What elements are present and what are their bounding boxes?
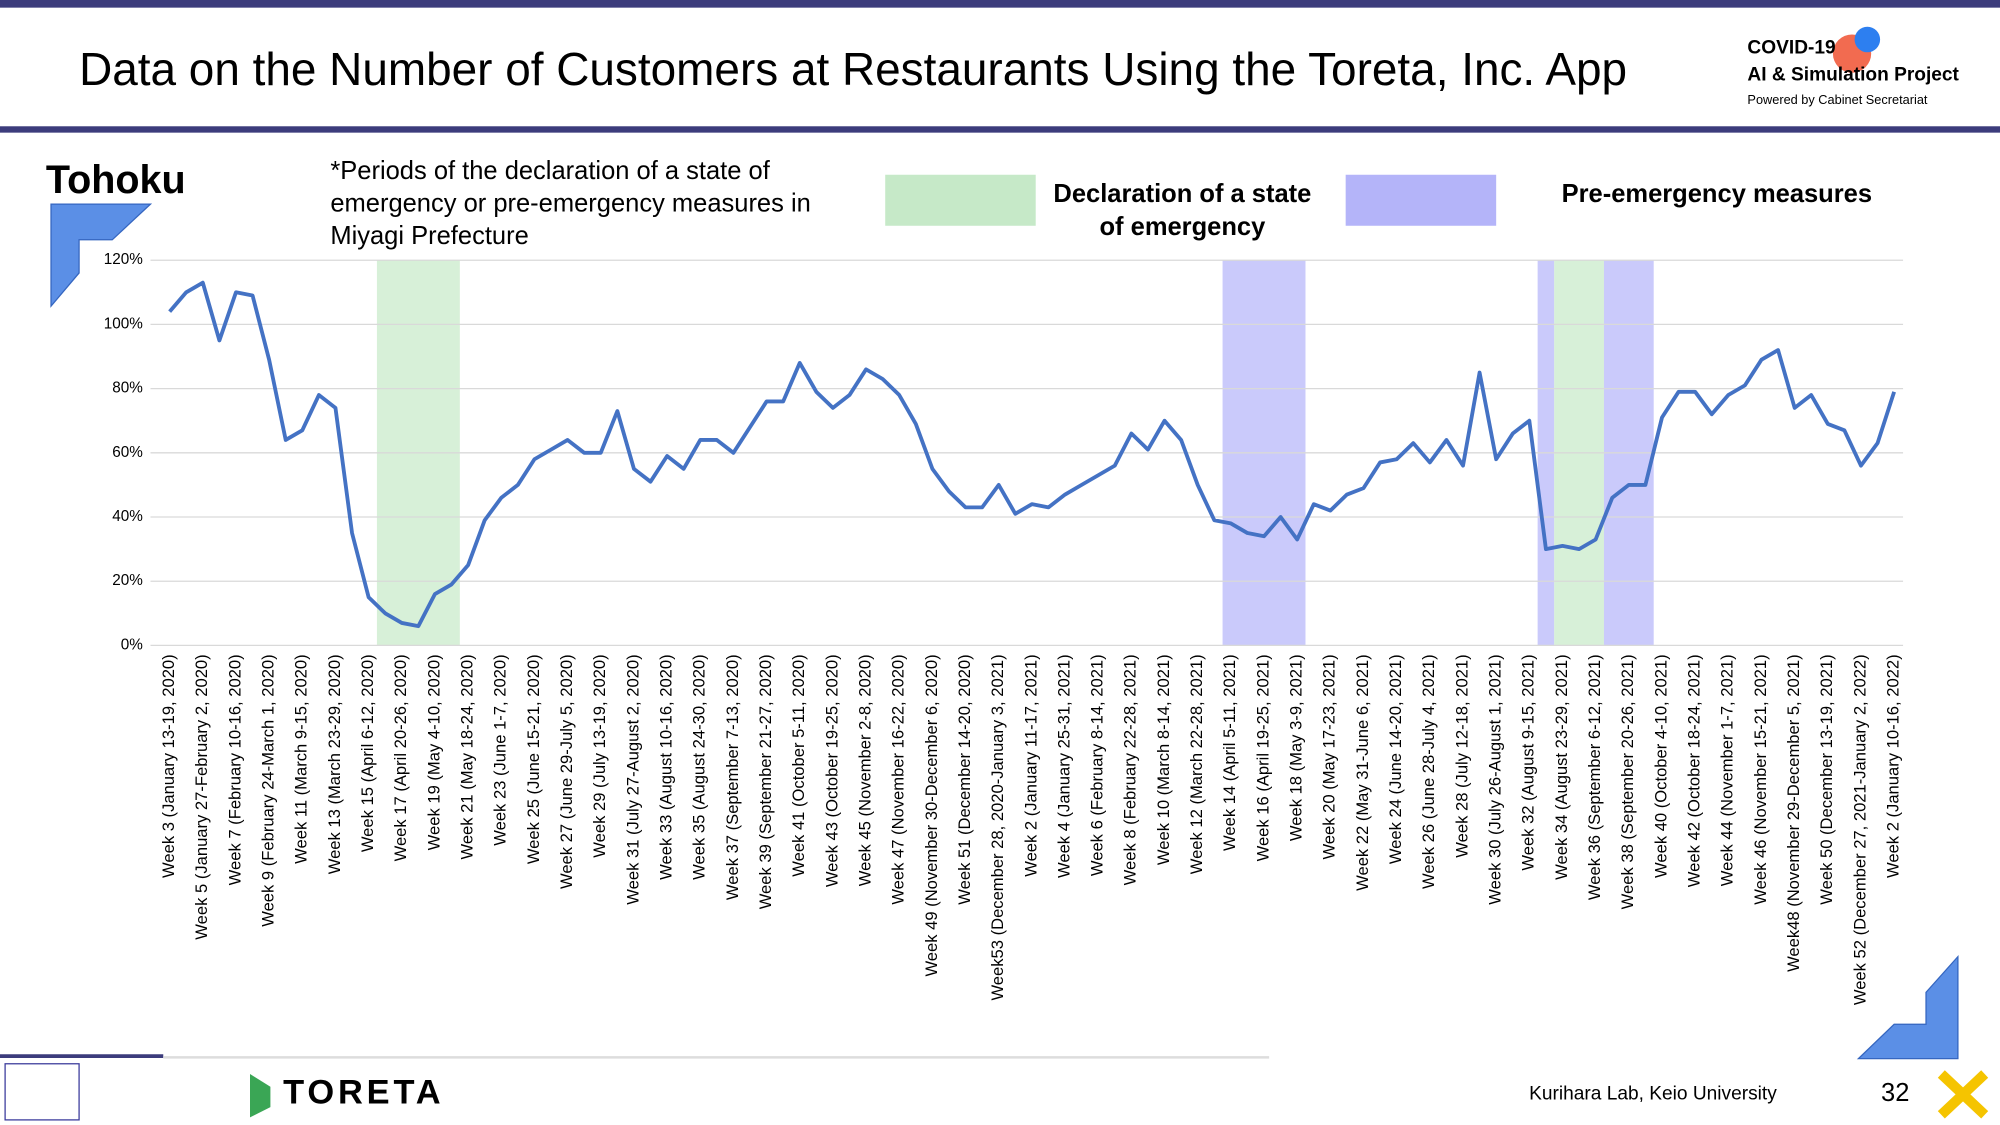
x-tick-label: Week 28 (July 12-18, 2021): [1452, 654, 1471, 857]
x-tick-label: Week 51 (December 14-20, 2020): [955, 654, 974, 904]
slide-title: Data on the Number of Customers at Resta…: [79, 43, 1627, 95]
x-tick-label: Week 40 (October 4-10, 2021): [1651, 654, 1670, 878]
corner-deco: [1856, 954, 1959, 1060]
x-tick-label: Week 47 (November 16-22, 2020): [889, 654, 908, 904]
x-tick-label: Week 9 (February 24-March 1, 2020): [259, 654, 278, 926]
y-tick-label: 40%: [112, 508, 143, 525]
x-tick-label: Week 12 (March 22-28, 2021): [1187, 654, 1206, 874]
x-tick-label: Week 18 (May 3-9, 2021): [1287, 654, 1306, 841]
credit: Kurihara Lab, Keio University: [1529, 1083, 1777, 1104]
note: *Periods of the declaration of a state o…: [330, 157, 770, 185]
x-tick-label: Week 22 (May 31-June 6, 2021): [1353, 654, 1372, 891]
note: Miyagi Prefecture: [330, 222, 528, 250]
y-tick-label: 100%: [104, 315, 144, 332]
legend-label: of emergency: [1099, 213, 1266, 241]
top-bar: [0, 0, 2000, 8]
note: emergency or pre-emergency measures in: [330, 189, 810, 217]
legend-swatch: [885, 174, 1036, 226]
x-tick-label: Week 8 (February 22-28, 2021): [1121, 654, 1140, 885]
x-tick-label: Week 50 (December 13-19, 2021): [1817, 654, 1836, 904]
x-tick-label: Week 2 (January 10-16, 2022): [1884, 654, 1903, 878]
x-tick-label: Week 15 (April 6-12, 2020): [358, 654, 377, 852]
x-tick-label: Week 16 (April 19-25, 2021): [1253, 654, 1272, 861]
x-tick-label: Week 41 (October 5-11, 2020): [789, 654, 808, 876]
x-tick-label: Week 42 (October 18-24, 2021): [1685, 654, 1704, 887]
x-tick-label: Week 45 (November 2-8, 2020): [855, 654, 874, 886]
x-tick-label: Week 19 (May 4-10, 2020): [424, 654, 443, 850]
x-tick-label: Week 11 (March 9-15, 2020): [292, 654, 311, 863]
x-tick-label: Week 10 (March 8-14, 2021): [1154, 654, 1173, 865]
x-tick-label: Week 33 (August 10-16, 2020): [656, 654, 675, 879]
x-tick-label: Week 34 (August 23-29, 2021): [1552, 654, 1571, 879]
x-tick-label: Week 46 (November 15-21, 2021): [1751, 654, 1770, 904]
y-tick-label: 60%: [112, 444, 143, 461]
brand: TORETA: [283, 1073, 444, 1111]
x-tick-label: Week 38 (September 20-26, 2021): [1618, 654, 1637, 909]
y-tick-label: 20%: [112, 572, 143, 589]
x-tick-label: Week 5 (January 27-February 2, 2020): [192, 654, 211, 939]
x-tick-label: Week 36 (September 6-12, 2021): [1585, 654, 1604, 900]
x-tick-label: Week 21 (May 18-24, 2020): [457, 654, 476, 859]
x-tick-label: Week 13 (March 23-29, 2020): [325, 654, 344, 874]
x-tick-label: Week 20 (May 17-23, 2021): [1320, 654, 1339, 859]
x-tick-label: Week 31 (July 27-August 2, 2020): [623, 654, 642, 904]
x-tick-label: Week 43 (October 19-25, 2020): [822, 654, 841, 887]
logo-text: AI & Simulation Project: [1747, 64, 1959, 85]
logo-text: COVID-19: [1747, 38, 1835, 59]
y-tick-label: 120%: [104, 251, 144, 268]
toreta-icon: [250, 1073, 271, 1118]
y-tick-label: 0%: [121, 636, 144, 653]
logo-text: Powered by Cabinet Secretariat: [1747, 92, 1927, 107]
logo-dot: [1854, 26, 1881, 53]
x-tick-label: Week 29 (July 13-19, 2020): [590, 654, 609, 857]
x-tick-label: Week 7 (February 10-16, 2020): [225, 654, 244, 885]
x-tick-label: Week 4 (January 25-31, 2021): [1054, 654, 1073, 878]
x-tick-label: Week 23 (June 1-7, 2020): [491, 654, 510, 845]
header-rule: [0, 126, 2000, 133]
x-logo: [1937, 1070, 1989, 1119]
x-tick-label: Week 17 (April 20-26, 2020): [391, 654, 410, 861]
x-tick-label: Week 25 (June 15-21, 2020): [524, 654, 543, 864]
y-tick-label: 80%: [112, 380, 143, 397]
legend-swatch: [1345, 174, 1497, 226]
x-tick-label: Week 26 (June 28-July 4, 2021): [1419, 654, 1438, 889]
data-line: [168, 280, 1896, 629]
x-tick-label: Week 52 (December 27, 2021-January 2, 20…: [1850, 654, 1869, 1005]
x-tick-label: Week 32 (August 9-15, 2021): [1519, 654, 1538, 870]
x-tick-label: Week 24 (June 14-20, 2021): [1386, 654, 1405, 864]
x-tick-label: Week 2 (January 11-17, 2021): [1021, 654, 1040, 876]
page-number: 32: [1881, 1079, 1909, 1107]
x-tick-label: Week 39 (September 21-27, 2020): [756, 654, 775, 909]
chart: *Periods of the declaration of a state o…: [104, 157, 1904, 1005]
x-tick-label: Week 14 (April 5-11, 2021): [1220, 654, 1239, 851]
x-tick-label: Week48 (November 29-December 5, 2021): [1784, 654, 1803, 972]
x-tick-label: Week 30 (July 26-August 1, 2021): [1486, 654, 1505, 904]
x-tick-label: Week 35 (August 24-30, 2020): [690, 654, 709, 879]
x-tick-label: Week 49 (November 30-December 6, 2020): [922, 654, 941, 976]
legend-label: Declaration of a state: [1053, 180, 1311, 208]
lab-logo: [4, 1063, 80, 1121]
x-tick-label: Week 6 (February 8-14, 2021): [1088, 654, 1107, 876]
x-tick-label: Week 44 (November 1-7, 2021): [1718, 654, 1737, 886]
x-tick-label: Week 3 (January 13-19, 2020): [159, 654, 178, 878]
corner-deco: [50, 203, 153, 308]
x-tick-label: Week 27 (June 29-July 5, 2020): [557, 654, 576, 889]
x-tick-label: Week 37 (September 7-13, 2020): [723, 654, 742, 900]
x-tick-label: Week53 (December 28, 2020-January 3, 202…: [988, 654, 1007, 1000]
legend-label: Pre-emergency measures: [1562, 180, 1872, 208]
region-title: Tohoku: [46, 158, 186, 202]
